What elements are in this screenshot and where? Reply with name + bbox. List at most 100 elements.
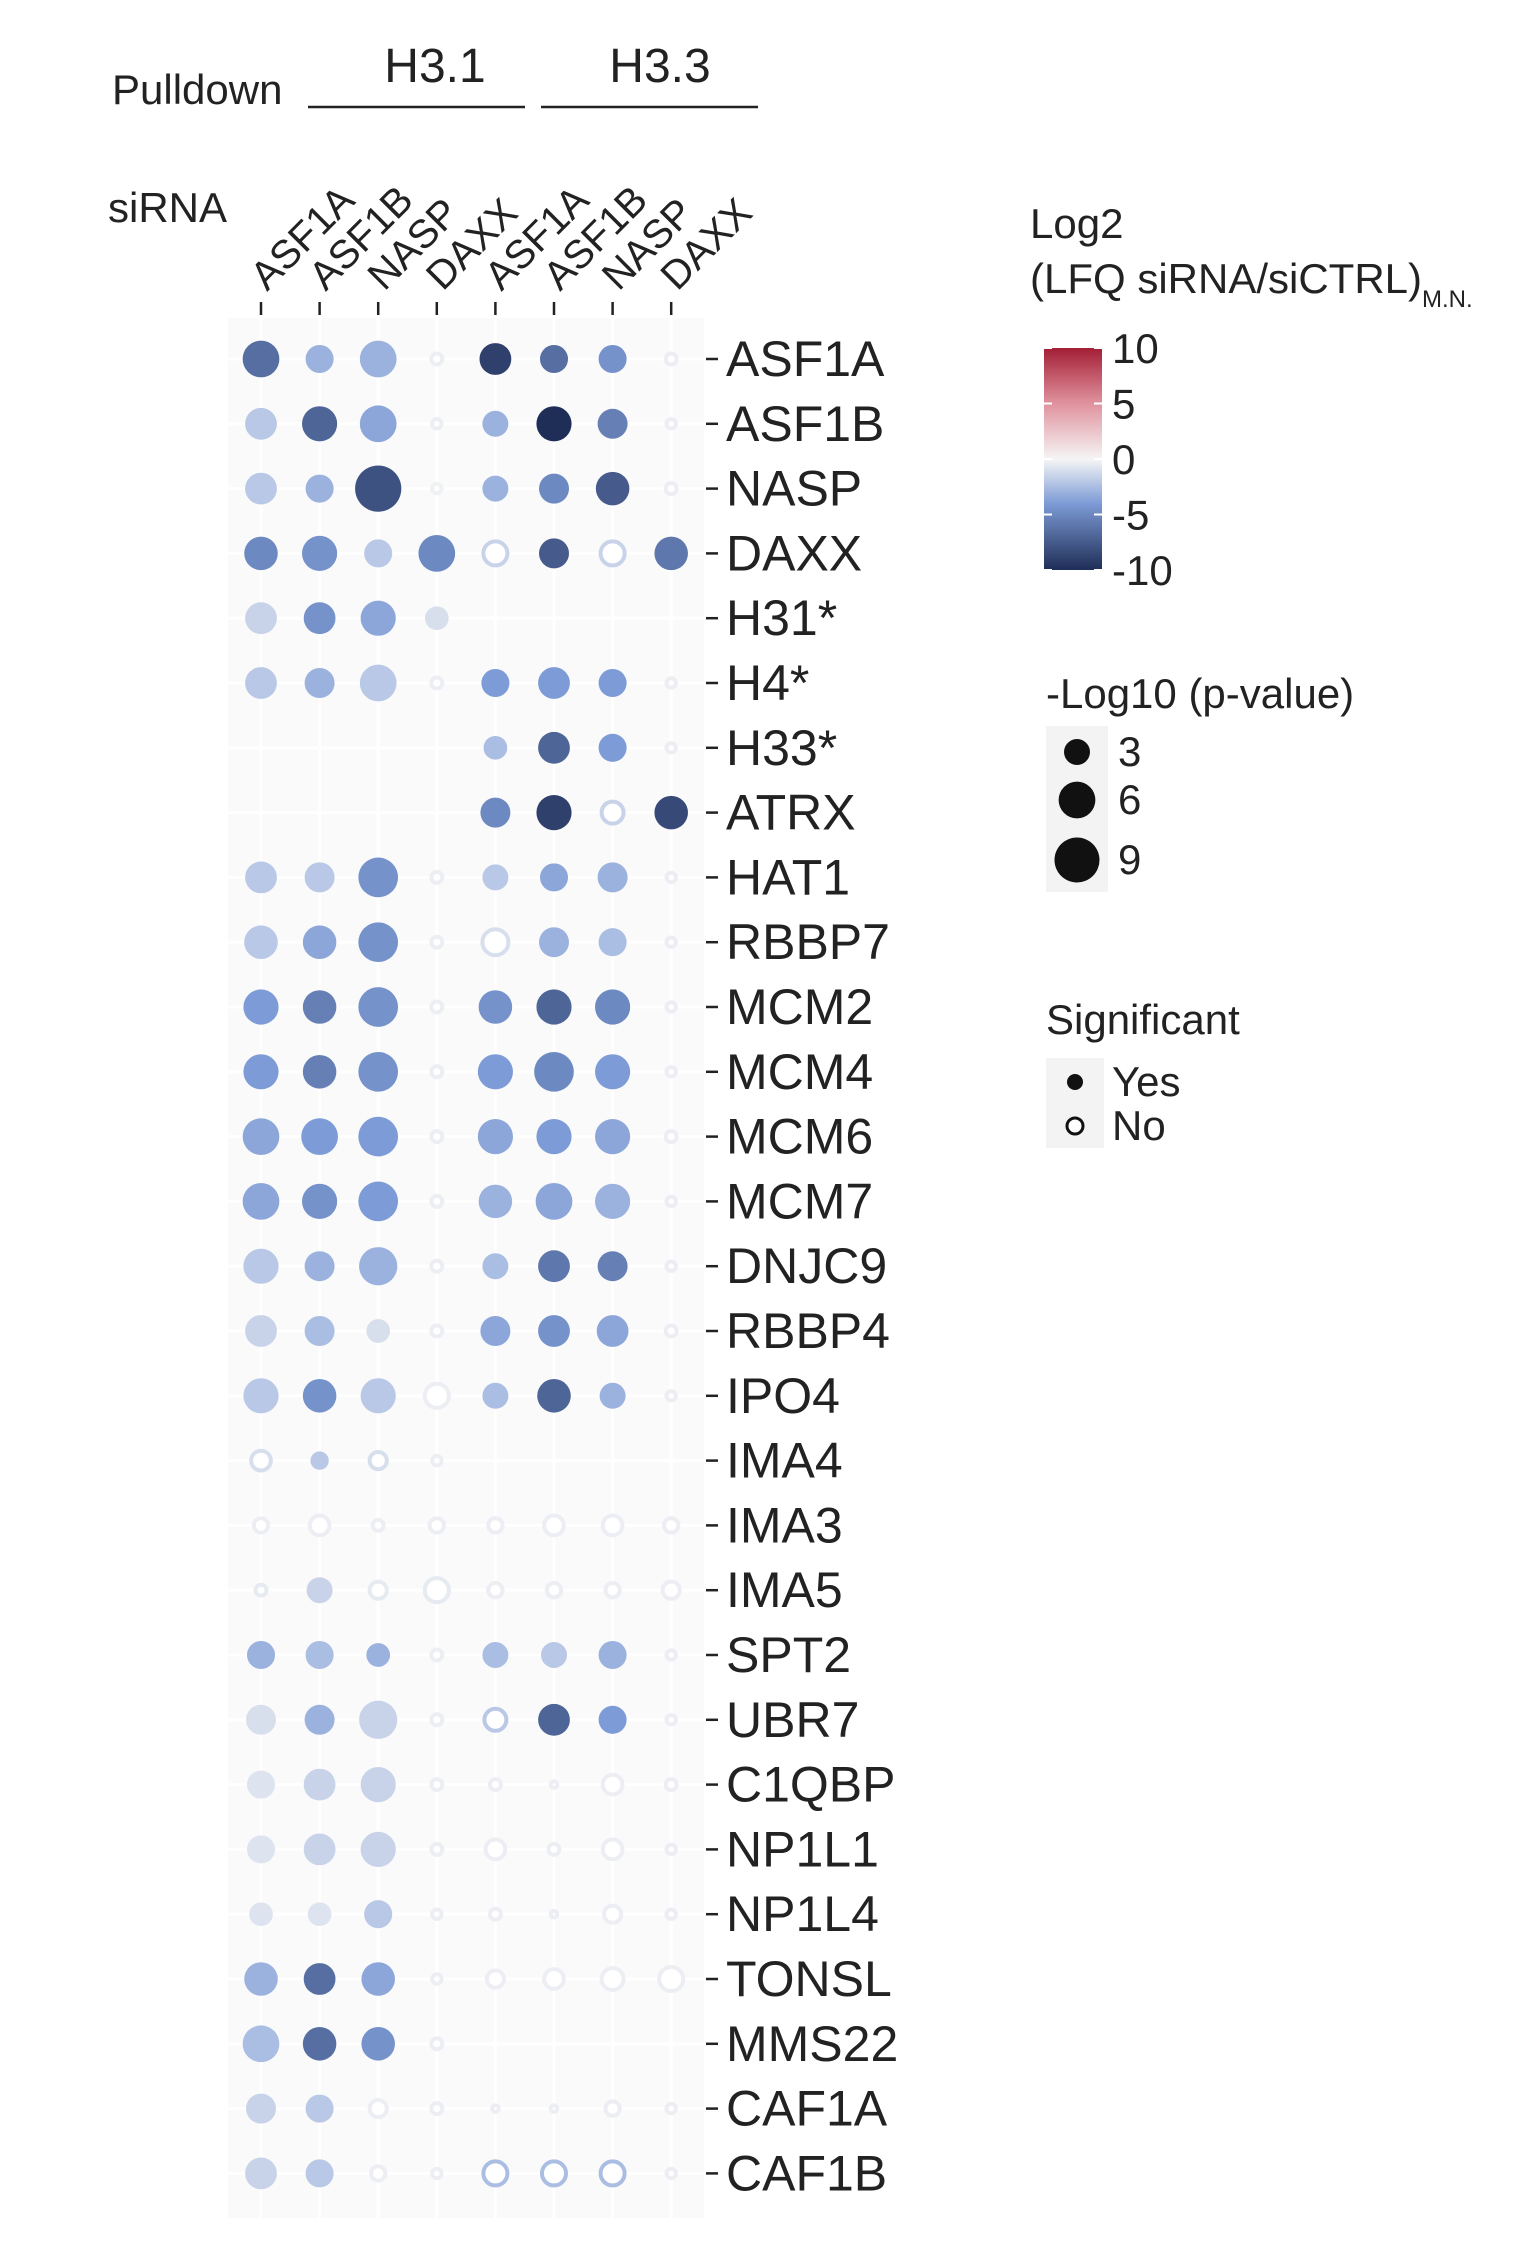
dot-ima3-1 [307, 1513, 332, 1538]
dot-caf1a-4 [490, 2103, 501, 2114]
dot-np1l1-1 [303, 1833, 336, 1866]
dots [242, 340, 688, 2190]
dot-spt2-3 [429, 1647, 445, 1663]
dot-mcm4-6 [595, 1054, 631, 1090]
dot-spt2-0 [246, 1640, 276, 1670]
dot-asf1a-3 [429, 351, 445, 367]
row-label: MMS22 [726, 2016, 898, 2072]
dot-tonsl-6 [599, 1966, 626, 1992]
dot-np1l1-0 [246, 1835, 276, 1864]
dot-mcm7-4 [478, 1184, 513, 1219]
dot-ima3-7 [662, 1516, 681, 1535]
dot-mcm6-5 [536, 1119, 572, 1155]
dot-asf1a-2 [359, 340, 397, 378]
dot-ubr7-4 [482, 1706, 509, 1733]
colorbar-tick-label: 0 [1112, 436, 1135, 483]
pulldown-label: Pulldown [112, 66, 282, 113]
dot-hat1-5 [539, 863, 569, 892]
size-legend-label: 9 [1118, 836, 1141, 883]
dot-mcm6-2 [358, 1116, 399, 1157]
dot-rbbp4-1 [304, 1316, 335, 1346]
dot-spt2-7 [664, 1648, 678, 1662]
dot-ubr7-0 [246, 1704, 276, 1735]
row-label: NASP [726, 461, 862, 517]
dot-daxx-2 [364, 539, 393, 568]
dot-mcm4-2 [358, 1051, 399, 1092]
dot-nasp-3 [430, 481, 444, 496]
colorbar-tick-label: 5 [1112, 381, 1135, 428]
dot-np1l4-5 [548, 1908, 560, 1920]
dot-caf1a-2 [367, 2097, 389, 2120]
dot-dnjc9-6 [597, 1251, 628, 1282]
dot-mcm7-6 [595, 1183, 631, 1219]
dot-ubr7-2 [359, 1700, 398, 1739]
dot-np1l1-7 [664, 1842, 678, 1857]
dot-ipo4-1 [302, 1379, 337, 1413]
row-label: CAF1B [726, 2145, 887, 2201]
dot-daxx-4 [481, 539, 510, 568]
dot-c1qbp-5 [548, 1779, 560, 1790]
dot-hat1-7 [664, 870, 678, 885]
dot-rbbp4-2 [366, 1319, 391, 1343]
dot-np1l4-3 [430, 1907, 444, 1921]
dot-dnjc9-7 [664, 1259, 678, 1273]
pulldown-group-h33: H3.3 [609, 40, 710, 93]
dot-dnjc9-4 [482, 1253, 509, 1280]
dot-asf1b-7 [664, 417, 678, 431]
dot-h4star-6 [598, 668, 627, 698]
significance-legend-marker-1 [1065, 1116, 1085, 1136]
row-label: ASF1A [726, 331, 885, 387]
dot-np1l4-2 [364, 1900, 393, 1929]
dot-caf1a-5 [548, 2103, 560, 2114]
row-label: IMA3 [726, 1497, 843, 1553]
dot-c1qbp-4 [487, 1777, 503, 1793]
row-label: CAF1A [726, 2081, 888, 2137]
dot-h33star-5 [538, 731, 570, 764]
dot-rbbp7-6 [598, 928, 627, 957]
row-label: MCM6 [726, 1109, 873, 1165]
dot-rbbp7-0 [244, 925, 278, 959]
row-label: RBBP7 [726, 914, 890, 970]
significance-legend-title: Significant [1046, 996, 1240, 1043]
dot-mcm2-7 [664, 1000, 678, 1014]
dot-caf1b-4 [481, 2159, 510, 2188]
row-label: MCM4 [726, 1044, 873, 1100]
dot-asf1a-6 [598, 344, 627, 374]
dot-ima4-2 [367, 1449, 389, 1472]
dot-rbbp7-5 [539, 927, 569, 958]
dot-mcm2-4 [478, 990, 513, 1024]
color-legend-title-line2: (LFQ siRNA/siCTRL)M.N. [1030, 255, 1473, 313]
dot-spt2-4 [482, 1642, 509, 1668]
dot-mcm2-0 [243, 989, 279, 1025]
dot-nasp-1 [305, 474, 334, 503]
dot-ima5-4 [486, 1581, 505, 1600]
dot-daxx-0 [244, 536, 278, 571]
dot-ima3-5 [542, 1513, 566, 1538]
dot-asf1b-5 [536, 406, 572, 442]
dot-mcm6-7 [663, 1129, 679, 1145]
dot-h4star-7 [664, 676, 678, 690]
row-label: HAT1 [726, 849, 850, 905]
dot-rbbp7-1 [302, 925, 337, 959]
dot-atrx-7 [654, 795, 688, 830]
dot-asf1b-0 [245, 407, 277, 440]
dot-mcm4-7 [664, 1065, 678, 1079]
row-label: MCM7 [726, 1173, 873, 1229]
dot-h4star-5 [538, 667, 570, 699]
dot-asf1a-1 [305, 344, 334, 374]
dot-caf1a-0 [246, 2093, 276, 2124]
dot-h31star-0 [245, 602, 277, 635]
size-legend-dot-2 [1054, 837, 1100, 883]
dot-mcm4-3 [429, 1064, 445, 1080]
dot-asf1a-4 [479, 343, 512, 375]
dot-ima4-3 [430, 1453, 444, 1468]
dot-asf1a-5 [539, 344, 569, 374]
row-label: DNJC9 [726, 1238, 887, 1294]
dot-spt2-1 [305, 1640, 334, 1670]
colorbar [1044, 348, 1102, 570]
color-legend: Log2 (LFQ siRNA/siCTRL)M.N. 10 5 0 -5 -10 [1030, 200, 1473, 594]
dot-h31star-1 [303, 602, 336, 635]
